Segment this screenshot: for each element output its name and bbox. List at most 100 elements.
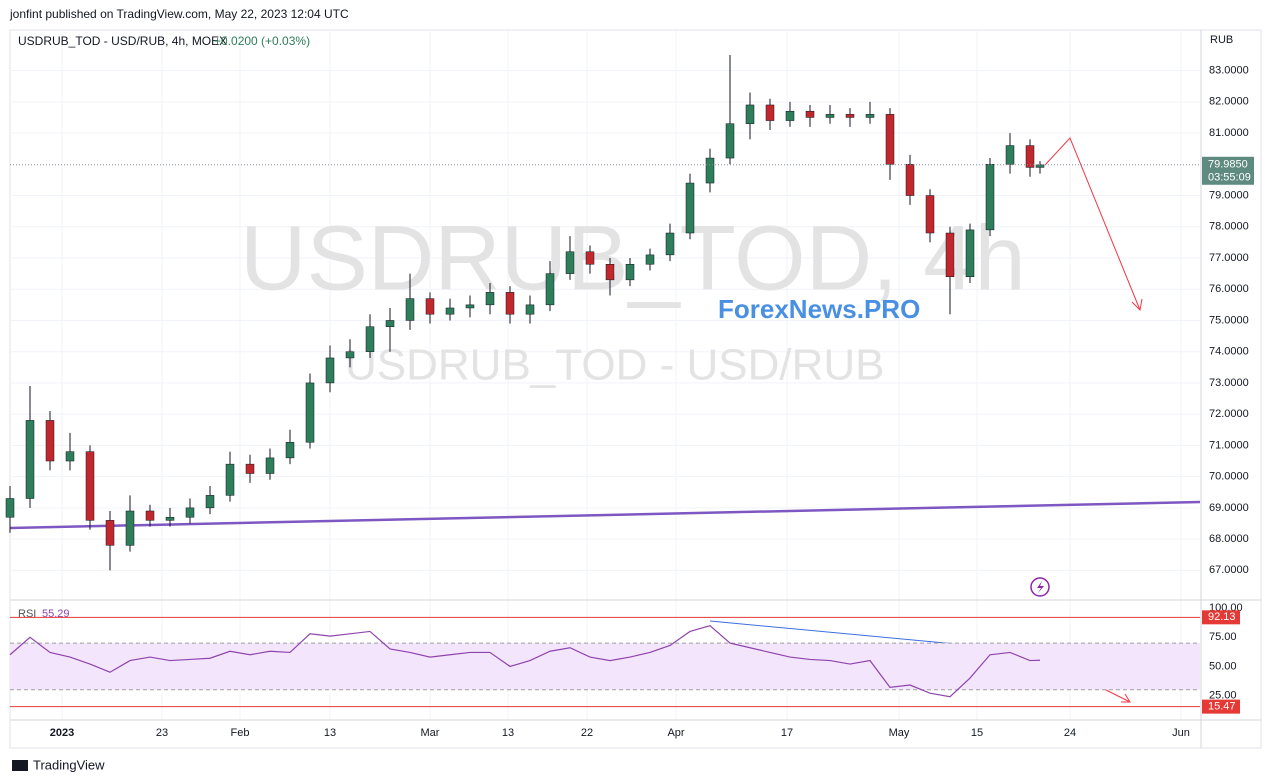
candle-body [585,251,595,265]
candle-body [745,104,755,124]
candle-body [645,254,655,265]
legend: USDRUB_TOD - USD/RUB, 4h, MOEX [18,34,227,48]
candle-body [385,320,395,327]
candle-body [985,164,995,231]
candle-body [885,114,895,165]
arrow-head [1131,298,1143,312]
candle-body [865,114,875,118]
candle-body [345,351,355,359]
forecast-arrow [1044,137,1141,311]
candle-body [485,292,495,306]
x-tick-label: Mar [421,727,440,739]
y-tick-label: 70.0000 [1209,471,1249,483]
candle-body [845,114,855,118]
y-tick-label: 76.0000 [1209,283,1249,295]
y-tick-label: 72.0000 [1209,408,1249,420]
countdown: 03:55:09 [1208,172,1251,184]
candle-body [85,451,95,521]
y-tick-label: 75.0000 [1209,314,1249,326]
y-tick-label: 50.00 [1209,660,1237,672]
candle-body [605,263,615,281]
watermark: USDRUB_TOD, 4h [240,207,1026,309]
level-box [1202,699,1240,714]
last-price-label: 79.9850 [1208,159,1248,171]
grid [10,30,1200,720]
candle-body [665,232,675,256]
candle-body [205,495,215,509]
candle-body [5,498,15,518]
x-tick-label: Jun [1172,727,1190,739]
candle-body [565,251,575,274]
x-tick-label: Feb [231,727,250,739]
candle-body [365,326,375,352]
candle-body [145,510,155,521]
rsi-band [10,643,1200,690]
x-tick-label: Apr [667,727,684,739]
candle-body [285,442,295,459]
candle-body [185,507,195,518]
y-tick-label: 83.0000 [1209,65,1249,77]
footer-logo [12,760,28,771]
candle-body [965,229,975,277]
candle-body [705,157,715,184]
y-tick-label: 82.0000 [1209,96,1249,108]
level-label: 15.47 [1208,701,1236,713]
x-tick-label: 15 [971,727,983,739]
y-tick-label: 67.0000 [1209,564,1249,576]
candle-body [465,304,475,309]
candle-body [525,304,535,315]
candle-body [625,263,635,281]
candle-body [325,357,335,384]
candle-body [405,298,415,321]
brand: ForexNews.PRO [718,294,920,324]
candle-body [125,510,135,546]
y-tick-label: 69.0000 [1209,502,1249,514]
rsi-line [9,624,1041,698]
y-tick-label: 73.0000 [1209,377,1249,389]
last-price-box [1202,156,1254,185]
candle-body [65,451,75,462]
y-tick-label: 77.0000 [1209,252,1249,264]
candle-body [805,110,815,118]
candle-body [1005,145,1015,165]
candle-body [685,182,695,234]
y-tick-label: 71.0000 [1209,439,1249,451]
alert-bolt [1037,581,1044,593]
y-tick-label: 68.0000 [1209,533,1249,545]
candle-body [505,292,515,315]
x-tick-label: 13 [502,727,514,739]
x-tick-label: 24 [1064,727,1076,739]
header: jonfint published on TradingView.com, Ma… [9,7,349,21]
candle-body [905,164,915,196]
rsi-title: RSI [18,608,36,620]
alert-icon[interactable] [1030,577,1050,597]
x-tick-label: 23 [156,727,168,739]
x-tick-label: 17 [781,727,793,739]
candle-body [445,307,455,315]
level-label: 92.13 [1208,611,1236,623]
rsi-last: 55.29 [42,608,70,620]
candle-body [425,298,435,315]
candle-body [925,195,935,234]
y-tick-label: 81.0000 [1209,127,1249,139]
level-box [1202,610,1240,625]
y-tick-label: 75.00 [1209,631,1237,643]
candle-body [945,232,955,277]
candle-body [785,110,795,121]
watermark-sub: USDRUB_TOD - USD/RUB [345,341,884,390]
x-tick-label: 22 [581,727,593,739]
y-tick-label: 25.00 [1209,689,1237,701]
x-tick-label: May [889,727,910,739]
candle-body [45,420,55,462]
candle-body [765,104,775,121]
candle-body [725,123,735,159]
candle-body [545,273,555,306]
candle-body [825,114,835,118]
frame [9,29,1262,749]
arrow-head [1121,693,1131,703]
candle-body [1025,145,1035,168]
x-tick-label: 2023 [50,727,74,739]
candle-body [25,420,35,499]
